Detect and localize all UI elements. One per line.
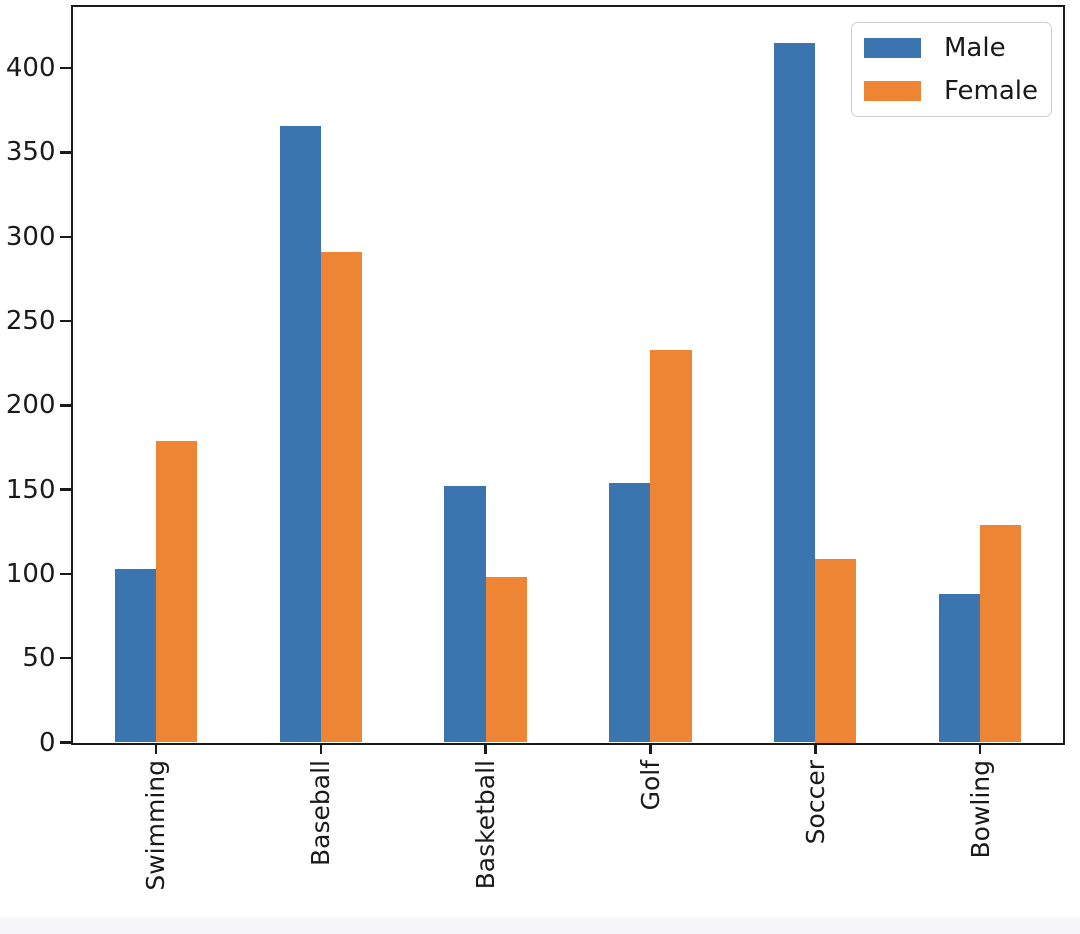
y-tick-label: 0 [38, 727, 56, 758]
y-tick-label: 250 [5, 306, 56, 337]
legend-item-female: Female [864, 76, 1039, 106]
y-tick-mark [60, 404, 72, 407]
bar-male-baseball [279, 125, 321, 743]
bar-male-bowling [938, 594, 981, 743]
legend-swatch-female [864, 81, 921, 101]
bar-female-soccer [815, 558, 857, 743]
plot-area [71, 5, 1065, 745]
y-tick-label: 400 [5, 53, 56, 84]
bottom-strip [0, 917, 1080, 934]
x-tick-mark [484, 744, 487, 754]
x-tick-label-basketball: Basketball [471, 759, 501, 889]
x-tick-label-baseball: Baseball [306, 759, 336, 866]
x-tick-label-swimming: Swimming [141, 759, 171, 891]
y-tick-mark [60, 66, 72, 70]
legend-label-female: Female [944, 76, 1039, 106]
legend-item-male: Male [864, 33, 1039, 63]
y-tick-label: 100 [5, 558, 56, 589]
y-tick-mark [60, 741, 72, 744]
bar-male-soccer [774, 42, 816, 743]
y-tick-mark [60, 235, 72, 239]
y-tick-label: 300 [5, 221, 56, 252]
legend-label-male: Male [944, 33, 1006, 63]
x-tick-label-golf: Golf [635, 759, 665, 810]
y-tick-label: 50 [22, 643, 56, 674]
y-tick-mark [60, 151, 72, 154]
y-tick-mark [60, 572, 72, 576]
x-tick-mark [649, 744, 652, 754]
legend: Male Female [851, 22, 1052, 117]
x-tick-mark [978, 744, 982, 754]
y-tick-label: 350 [5, 137, 56, 168]
x-tick-mark [319, 744, 322, 754]
bar-male-swimming [114, 568, 156, 743]
legend-swatch-male [864, 38, 921, 58]
y-tick-label: 150 [5, 474, 56, 505]
bar-male-golf [609, 482, 651, 743]
bar-female-basketball [485, 577, 527, 743]
bar-female-golf [650, 349, 692, 743]
bar-female-bowling [980, 525, 1022, 743]
x-tick-label-bowling: Bowling [965, 759, 995, 859]
y-tick-mark [60, 319, 72, 323]
bar-female-baseball [320, 251, 362, 743]
y-tick-label: 200 [5, 390, 56, 421]
bar-female-swimming [155, 440, 198, 743]
bar-male-basketball [444, 486, 486, 743]
y-tick-mark [60, 488, 72, 491]
x-tick-mark [154, 744, 158, 754]
x-tick-mark [814, 744, 817, 754]
x-tick-label-soccer: Soccer [800, 759, 830, 844]
y-tick-mark [60, 656, 72, 660]
